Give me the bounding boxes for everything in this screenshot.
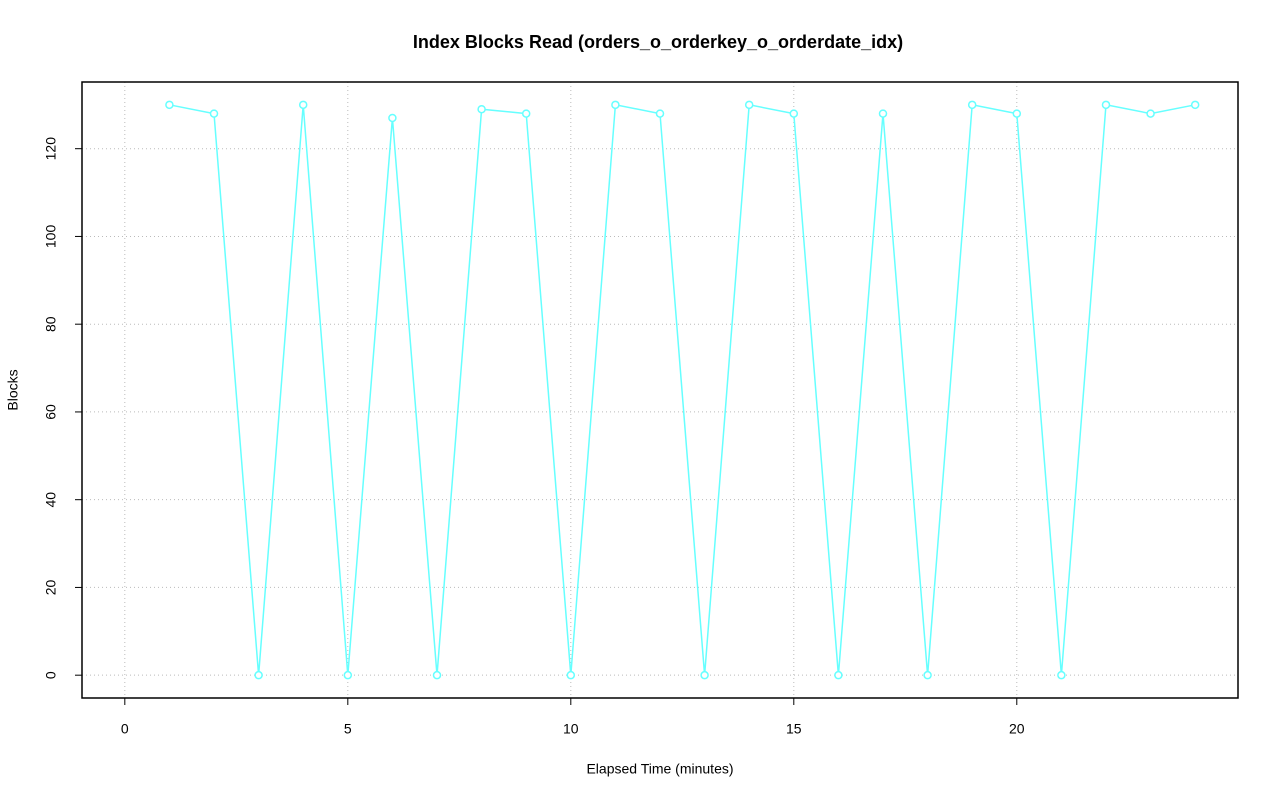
data-point	[1190, 100, 1200, 110]
data-point	[298, 100, 308, 110]
data-point	[432, 670, 442, 680]
data-point	[521, 109, 531, 118]
y-tick-label: 120	[43, 137, 59, 161]
y-tick-label: 40	[43, 492, 59, 508]
y-tick-label: 80	[43, 316, 59, 332]
y-tick-label: 100	[43, 225, 59, 249]
data-point	[1012, 109, 1022, 118]
y-tick-label: 20	[43, 579, 59, 595]
data-point	[1146, 109, 1155, 118]
y-axis-label: Blocks	[5, 369, 21, 410]
data-point	[343, 670, 353, 680]
data-point	[655, 109, 665, 118]
x-tick-label: 5	[344, 721, 352, 737]
data-point	[744, 100, 754, 110]
data-point	[834, 670, 843, 680]
data-point	[209, 109, 219, 118]
data-point	[967, 100, 977, 110]
x-tick-label: 20	[1009, 721, 1025, 737]
x-tick-label: 15	[786, 721, 802, 737]
data-point	[254, 670, 263, 680]
data-point	[165, 100, 174, 110]
y-tick-label: 0	[43, 671, 59, 679]
data-point	[477, 104, 486, 114]
data-point	[700, 670, 709, 680]
data-point	[611, 100, 620, 110]
series-line	[169, 103, 1196, 676]
data-point	[789, 109, 799, 118]
data-point	[1057, 670, 1066, 680]
data-point	[1101, 100, 1111, 110]
x-tick-label: 0	[121, 721, 129, 737]
chart-title: Index Blocks Read (orders_o_orderkey_o_o…	[413, 32, 903, 52]
x-tick-label: 10	[563, 721, 579, 737]
data-point	[566, 670, 576, 680]
plot-frame	[81, 81, 1239, 699]
data-point	[878, 109, 888, 118]
data-point	[388, 113, 397, 123]
x-axis-label: Elapsed Time (minutes)	[586, 761, 733, 777]
y-tick-label: 60	[43, 404, 59, 420]
data-point	[923, 670, 932, 680]
